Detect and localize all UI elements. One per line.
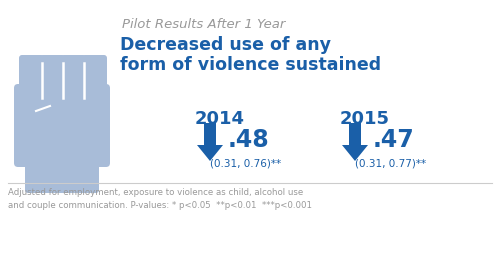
FancyBboxPatch shape [82, 55, 107, 96]
Polygon shape [197, 145, 223, 161]
FancyBboxPatch shape [40, 55, 65, 96]
Text: 2014: 2014 [195, 110, 245, 128]
Text: 2015: 2015 [340, 110, 390, 128]
Polygon shape [18, 88, 45, 138]
FancyBboxPatch shape [14, 84, 110, 167]
FancyBboxPatch shape [349, 123, 361, 145]
Text: Pilot Results After 1 Year: Pilot Results After 1 Year [122, 18, 286, 31]
Polygon shape [342, 145, 368, 161]
Text: Adjusted for employment, exposure to violence as child, alcohol use
and couple c: Adjusted for employment, exposure to vio… [8, 188, 312, 209]
Text: .48: .48 [228, 128, 270, 152]
FancyBboxPatch shape [61, 55, 86, 96]
Text: .47: .47 [373, 128, 415, 152]
FancyBboxPatch shape [19, 55, 44, 96]
Text: Decreased use of any
form of violence sustained: Decreased use of any form of violence su… [120, 36, 381, 74]
Text: (0.31, 0.77)**: (0.31, 0.77)** [355, 158, 426, 168]
FancyBboxPatch shape [25, 157, 99, 193]
FancyBboxPatch shape [204, 123, 216, 145]
Text: (0.31, 0.76)**: (0.31, 0.76)** [210, 158, 281, 168]
